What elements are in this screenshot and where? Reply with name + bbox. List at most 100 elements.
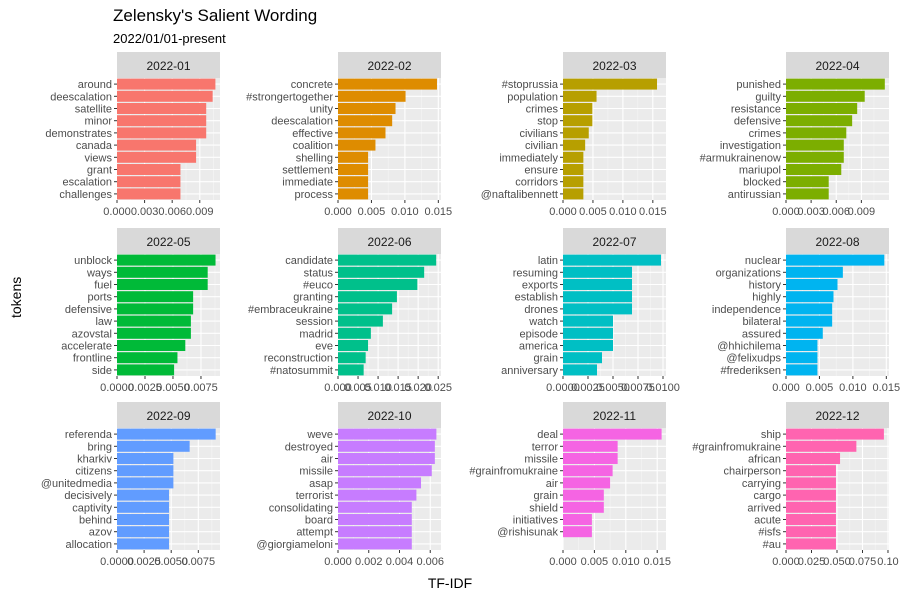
x-tick-label: 0.004 [386,556,414,568]
bar-nuclear [786,254,885,266]
bar-immediate [338,176,369,188]
y-tick-label: law [95,316,112,328]
facet-strip-label: 2022-04 [815,59,859,73]
facet-strip-label: 2022-03 [592,59,636,73]
y-tick-label: missile [524,454,558,466]
y-tick-label: air [546,478,559,490]
bar-@giorgiameloni [338,538,412,550]
facet-strip-label: 2022-05 [146,235,190,249]
y-tick-label: board [305,515,333,527]
x-tick-label: 0.009 [848,206,876,218]
y-tick-label: eve [315,341,333,353]
y-tick-label: civilian [525,140,558,152]
bar-demonstrates [117,127,207,139]
y-tick-label: episode [519,328,558,340]
bar-#strongertogether [338,90,406,102]
bar-escalation [117,176,181,188]
y-tick-label: ports [88,292,113,304]
bar-punished [786,78,885,90]
y-tick-label: #stoprussia [502,79,559,91]
bar-grant [117,164,181,175]
bar-population [563,90,597,102]
y-tick-label: status [304,267,334,279]
y-tick-label: @unitedmedia [41,478,113,490]
bar-african [786,453,841,464]
bar-referenda [117,428,216,440]
bar-#isfs [786,526,836,538]
y-tick-label: latin [538,255,558,267]
x-tick-label: 0.075 [849,556,877,568]
bar-consolidating [338,501,412,513]
facet-strip-label: 2022-10 [367,409,411,423]
y-tick-label: canada [76,140,113,152]
bar-drones [563,303,632,315]
y-tick-label: immediately [499,152,558,164]
x-tick-label: 0.010 [839,382,867,394]
bar-air [563,477,611,489]
bar-#au [786,538,836,550]
bar-@naftalibennett [563,188,584,200]
y-tick-label: resistance [731,104,781,116]
x-tick-label: 0.025 [798,556,826,568]
y-tick-label: azovstal [72,328,112,340]
bar-#embraceukraine [338,303,393,315]
bar-status [338,266,425,278]
y-tick-label: cargo [753,490,781,502]
bar-side [117,364,175,376]
x-tick-label: 0.0025 [128,382,162,394]
x-tick-label: 0.000 [324,556,352,568]
bar-@unitedmedia [117,477,174,489]
x-tick-label: 0.0100 [646,382,680,394]
y-tick-label: candidate [285,255,333,267]
y-tick-label: ensure [524,165,558,177]
x-tick-label: 0.000 [772,382,800,394]
bar-watch [563,315,613,327]
x-tick-label: 0.005 [579,206,607,218]
bar-highly [786,291,834,303]
bar-satellite [117,103,207,114]
y-tick-label: captivity [72,502,112,514]
facet-panel-2022-01: 2022-01 arounddeescalationsatelliteminord… [45,52,220,218]
x-tick-label: 0.015 [639,206,667,218]
bar-unity [338,103,396,114]
bar-bilateral [786,315,833,327]
bar-immediately [563,151,584,163]
y-tick-label: granting [293,292,333,304]
y-tick-label: allocation [66,539,112,551]
bar-around [117,78,216,90]
y-tick-label: behind [79,515,112,527]
bar-#grainfromukraine [786,440,857,452]
bar-ensure [563,164,584,175]
y-tick-label: acute [754,515,781,527]
y-tick-label: #isfs [758,527,781,539]
x-tick-label: 0.010 [609,206,637,218]
y-tick-label: population [507,91,558,103]
y-tick-label: consolidating [269,502,333,514]
y-tick-label: unblock [74,255,112,267]
x-tick-label: 0.006 [416,556,444,568]
y-tick-label: crimes [526,104,559,116]
bar-independence [786,303,833,315]
facet-strip [786,402,889,428]
y-tick-label: @felixudps [726,353,781,365]
y-tick-label: #grainfromukraine [469,466,558,478]
y-tick-label: mariupol [739,165,781,177]
bar-chairperson [786,465,836,477]
bar-defensive [117,303,194,315]
x-tick-label: 0.050 [823,556,851,568]
bar-#frederiksen [786,364,818,376]
x-tick-label: 0.000 [549,206,577,218]
x-tick-label: 0.0025 [127,556,161,568]
facet-panel-2022-04: 2022-04 punishedguiltyresistancedefensive… [700,52,889,218]
bar-stop [563,115,593,127]
facet-panel-2022-09: 2022-09 referendabringkharkivcitizens@uni… [41,402,220,568]
y-tick-label: @giorgiameloni [256,539,333,551]
bar-views [117,151,197,163]
bar-candidate [338,254,437,266]
bar-initiatives [563,514,592,525]
bar-civilian [563,139,586,151]
facet-strip [338,402,441,428]
x-tick-label: 0.000 [772,556,800,568]
bar-deal [563,428,662,440]
bar-carrying [786,477,836,489]
